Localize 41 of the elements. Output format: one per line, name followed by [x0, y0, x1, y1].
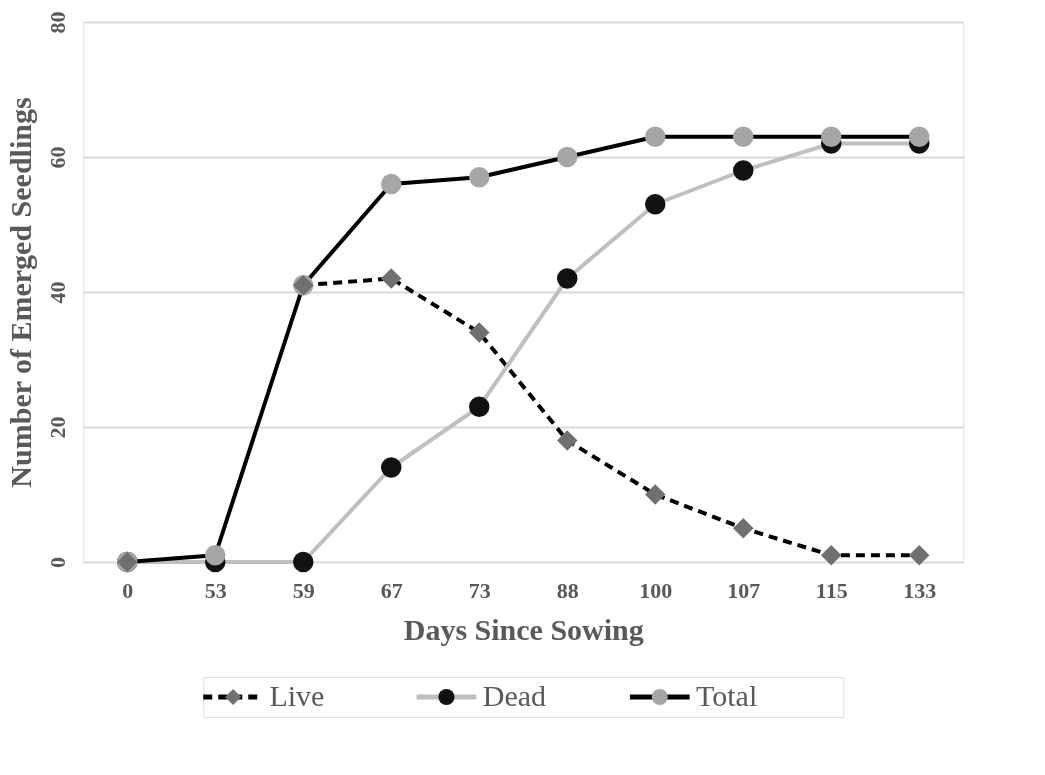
x-tick-label: 67 [380, 577, 403, 603]
x-tick-label: 73 [468, 577, 491, 603]
point [557, 430, 578, 451]
point [469, 396, 490, 417]
point [909, 126, 930, 147]
x-tick-label: 53 [204, 577, 227, 603]
point [557, 268, 578, 289]
y-axis-title: Number of Emerged Seedlings [3, 97, 37, 488]
x-axis-title: Days Since Sowing [403, 612, 644, 646]
y-tick-label: 60 [44, 146, 70, 169]
point [381, 457, 402, 478]
point [909, 545, 930, 566]
x-tick-label: 59 [292, 577, 315, 603]
x-tick-label: 0 [122, 577, 134, 603]
point [645, 484, 666, 505]
y-tick-label: 20 [44, 416, 70, 439]
y-tick-label: 80 [44, 11, 70, 34]
y-tick-label: 40 [44, 281, 70, 304]
x-tick-label: 107 [727, 577, 761, 603]
legend-label: Dead [482, 679, 547, 712]
x-tick-label: 133 [903, 577, 937, 603]
x-tick-label: 115 [815, 577, 848, 603]
point [381, 268, 402, 289]
point [645, 194, 666, 215]
point [469, 322, 490, 343]
point [557, 146, 578, 168]
point [733, 160, 754, 181]
x-tick-label: 88 [556, 577, 579, 603]
point [821, 126, 842, 147]
point [645, 126, 666, 147]
point [733, 518, 754, 539]
legend-label: Live [269, 679, 325, 712]
point [733, 126, 754, 147]
point [469, 167, 490, 188]
point [381, 173, 402, 195]
x-tick-label: 100 [639, 577, 673, 603]
legend-label: Total [696, 679, 758, 712]
point [293, 551, 314, 573]
point [821, 545, 842, 566]
point [205, 545, 226, 566]
y-tick-label: 0 [44, 557, 70, 568]
